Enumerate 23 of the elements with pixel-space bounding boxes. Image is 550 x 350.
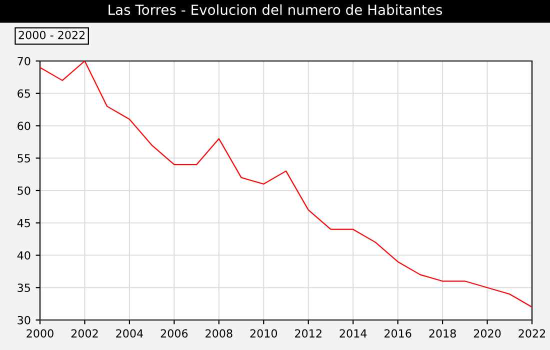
y-tick-label: 60 [18,122,30,130]
y-tick-label: 55 [18,154,30,163]
x-tick-label: 2002 [71,329,98,338]
text: 2000 - 2022 [18,30,85,40]
chart-title: Las Torres - Evolucion del numero de Habitantes [108,4,442,16]
y-tick-label: 50 [18,186,30,195]
y-tick-label: 40 [17,251,30,260]
x-tick-label: 2014 [340,329,367,338]
x-tick-label: 2018 [429,329,456,338]
y-tick-label: 65 [18,89,30,98]
y-tick-label: 35 [18,284,30,292]
x-tick-label: 2008 [206,329,232,338]
x-tick-label: 2000 [26,329,54,338]
y-tick-label: 30 [18,316,30,324]
y-tick-label: 70 [18,56,30,66]
x-tick-label: 2006 [160,329,188,338]
x-tick-label: 2010 [250,329,278,338]
x-tick-label: 2004 [116,329,143,338]
x-tick-label: 2020 [474,329,501,338]
x-tick-label: 2022 [518,329,546,338]
x-tick-label: 2012 [295,329,322,338]
x-tick-label: 2016 [384,329,412,338]
y-tick-label: 45 [17,218,30,228]
